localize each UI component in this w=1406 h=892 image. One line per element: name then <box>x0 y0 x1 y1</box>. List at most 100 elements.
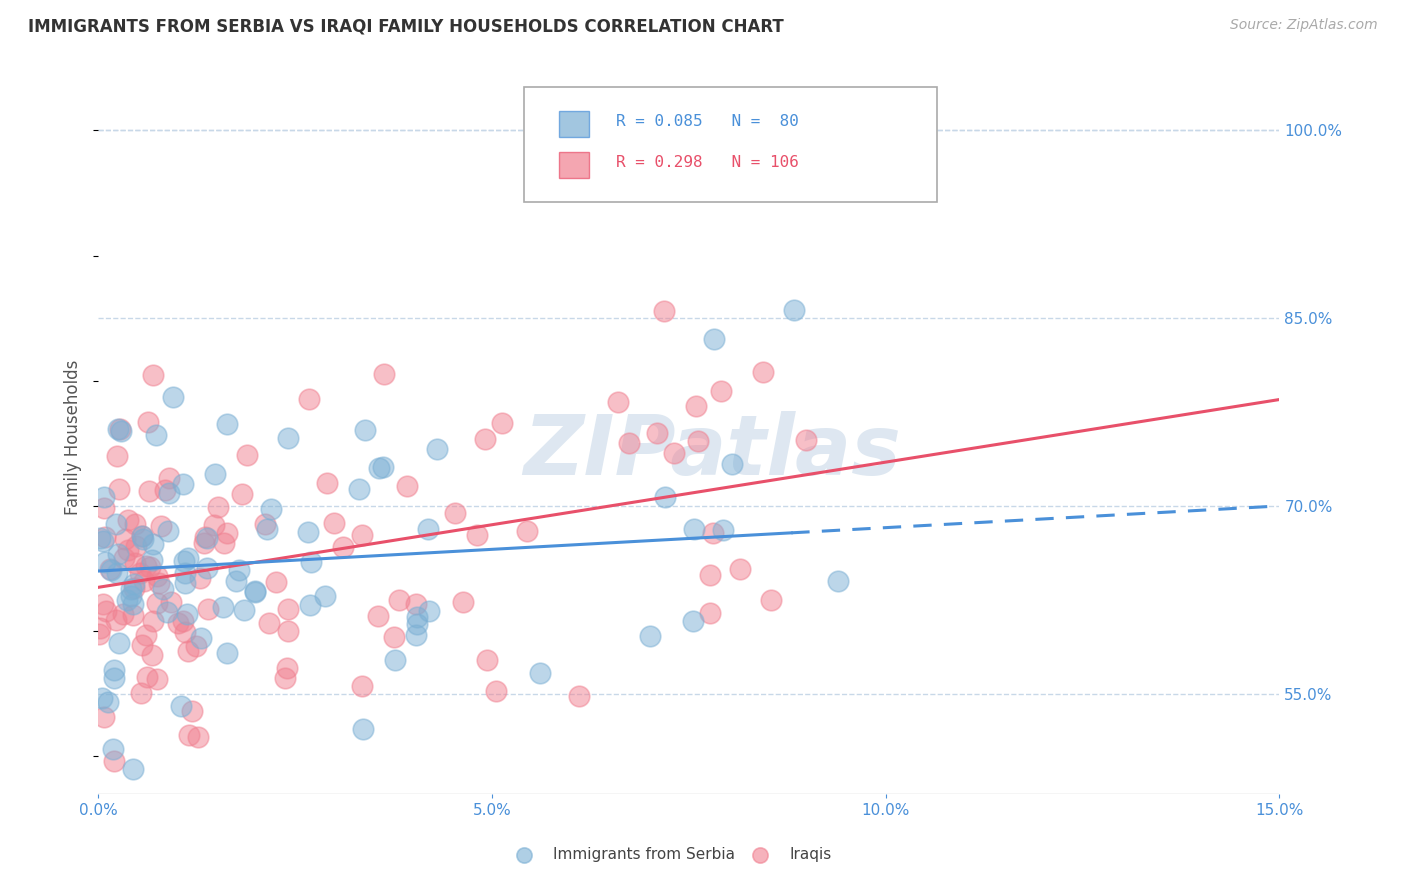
Point <box>94 555 117 569</box>
Point <box>131 638 153 652</box>
Point <box>112 607 135 622</box>
Point <box>124 517 146 532</box>
Text: R = 0.298   N = 106: R = 0.298 N = 106 <box>616 155 799 169</box>
Point <box>277 431 299 445</box>
Point <box>115 593 138 607</box>
Point <box>129 566 152 580</box>
Point <box>120 582 142 596</box>
Point <box>97 695 120 709</box>
Point <box>277 601 299 615</box>
Point <box>152 582 174 596</box>
Point <box>190 631 212 645</box>
Point <box>475 653 498 667</box>
Point <box>162 390 184 404</box>
Point <box>299 598 322 612</box>
Point <box>117 513 139 527</box>
Point <box>124 582 146 596</box>
Point <box>138 483 160 498</box>
Point <box>159 595 181 609</box>
Point <box>194 530 217 544</box>
Point <box>568 689 591 703</box>
Point <box>759 592 782 607</box>
Point <box>181 704 204 718</box>
Point <box>91 597 114 611</box>
Point <box>89 621 111 635</box>
Point <box>730 562 752 576</box>
Point <box>184 639 207 653</box>
Point <box>176 607 198 621</box>
Point <box>274 671 297 685</box>
Point <box>702 525 724 540</box>
Point <box>418 523 440 537</box>
Point <box>155 483 177 497</box>
Point <box>93 501 115 516</box>
Point <box>188 571 211 585</box>
Point <box>256 522 278 536</box>
FancyBboxPatch shape <box>560 152 589 178</box>
Point <box>101 742 124 756</box>
Point <box>299 555 322 569</box>
Point <box>276 661 298 675</box>
Y-axis label: Family Households: Family Households <box>65 359 83 515</box>
Point <box>197 601 219 615</box>
Point <box>131 528 153 542</box>
Point <box>110 424 132 438</box>
Point <box>136 415 159 429</box>
Point <box>172 614 194 628</box>
Point <box>177 728 200 742</box>
Point <box>752 365 775 379</box>
Point <box>108 636 131 650</box>
Point <box>699 607 721 621</box>
Point <box>243 584 266 599</box>
Text: R = 0.085   N =  80: R = 0.085 N = 80 <box>616 114 799 129</box>
Point <box>298 392 321 406</box>
Point <box>418 604 440 618</box>
Point <box>87 626 110 640</box>
Point <box>195 531 218 545</box>
Point <box>215 526 238 541</box>
Point <box>197 561 219 575</box>
Point <box>131 529 153 543</box>
Point <box>654 490 676 504</box>
Point <box>122 576 145 591</box>
Point <box>124 556 146 570</box>
Point <box>170 699 193 714</box>
Point <box>112 550 135 565</box>
Point <box>827 574 849 588</box>
Point <box>91 534 114 549</box>
Point <box>367 609 389 624</box>
Text: Source: ZipAtlas.com: Source: ZipAtlas.com <box>1230 18 1378 32</box>
Point <box>105 449 128 463</box>
Point <box>236 448 259 462</box>
Point <box>93 709 115 723</box>
Point <box>264 575 287 590</box>
Point <box>352 528 374 542</box>
Point <box>373 368 395 382</box>
Point <box>146 569 169 583</box>
Point <box>654 304 676 318</box>
Point <box>405 597 427 611</box>
Point <box>107 422 129 436</box>
Point <box>120 589 142 603</box>
Point <box>187 730 209 744</box>
Point <box>132 532 155 546</box>
Point <box>211 600 233 615</box>
Point <box>645 425 668 440</box>
Point <box>150 519 173 533</box>
Point <box>225 574 247 588</box>
Point <box>132 574 155 589</box>
Point <box>232 602 254 616</box>
Point <box>353 723 375 737</box>
Point <box>157 470 180 484</box>
Point <box>174 566 197 580</box>
Point <box>121 607 143 622</box>
Point <box>453 595 475 609</box>
Point <box>98 562 121 576</box>
Point <box>141 553 163 567</box>
Point <box>207 500 229 515</box>
Point <box>177 644 200 658</box>
Point <box>368 461 391 475</box>
Point <box>142 614 165 628</box>
Point <box>215 646 238 660</box>
Point <box>332 540 354 554</box>
